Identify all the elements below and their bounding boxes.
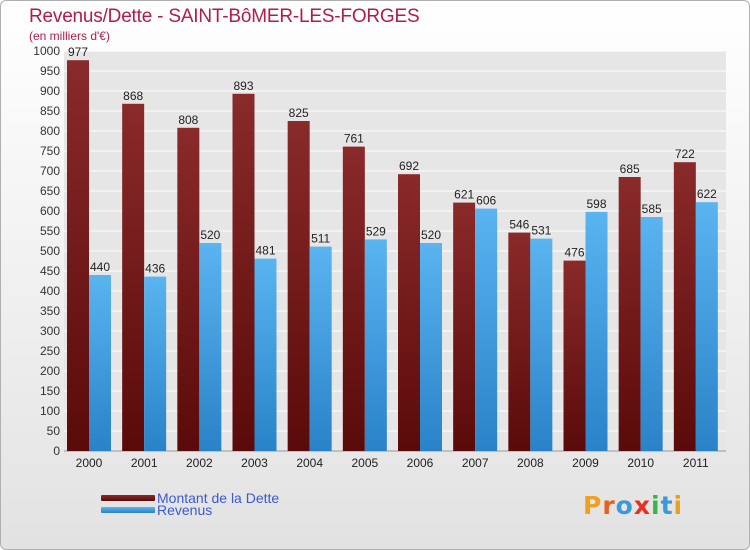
legend-label-revenus: Revenus	[157, 502, 213, 518]
y-tick-label: 950	[40, 64, 60, 78]
bar-value-label: 606	[476, 194, 496, 208]
bar-value-label: 520	[421, 228, 441, 242]
y-tick-label: 250	[40, 344, 60, 358]
bar-value-label: 692	[399, 159, 419, 173]
bar-dette	[673, 162, 696, 451]
bar-revenus	[89, 275, 111, 451]
x-tick-label: 2005	[351, 456, 378, 470]
bar-value-label: 529	[366, 224, 386, 238]
bar-revenus	[199, 243, 222, 451]
bar-dette	[67, 60, 89, 451]
x-tick-label: 2007	[462, 456, 489, 470]
bar-value-label: 585	[642, 202, 662, 216]
y-tick-label: 200	[40, 364, 60, 378]
bar-dette	[563, 260, 586, 451]
bar-revenus	[254, 258, 277, 451]
proxiti-logo: Proxiti	[583, 491, 683, 520]
logo-letter: r	[602, 491, 616, 520]
bar-revenus	[364, 239, 387, 451]
bar-value-label: 722	[675, 147, 695, 161]
bar-value-label: 511	[311, 232, 330, 246]
y-tick-label: 1000	[33, 44, 60, 58]
y-tick-label: 350	[40, 304, 60, 318]
x-tick-label: 2003	[241, 456, 268, 470]
y-tick-label: 600	[40, 204, 60, 218]
bar-dette	[453, 202, 476, 451]
bar-revenus	[144, 276, 167, 451]
bar-revenus	[475, 208, 498, 451]
x-tick-label: 2009	[572, 456, 599, 470]
bar-value-label: 868	[123, 89, 143, 103]
bar-revenus	[420, 243, 442, 451]
bar-value-label: 436	[145, 262, 165, 276]
x-tick-label: 2000	[76, 456, 103, 470]
bar-revenus	[530, 238, 553, 451]
bar-value-label: 808	[178, 113, 198, 127]
bar-value-label: 546	[509, 218, 529, 232]
chart-subtitle: (en milliers d'€)	[29, 29, 110, 43]
bar-value-label: 476	[564, 246, 584, 260]
y-tick-label: 100	[40, 404, 60, 418]
x-tick-label: 2006	[407, 456, 434, 470]
y-tick-label: 450	[40, 264, 60, 278]
bar-dette	[398, 174, 420, 451]
legend-item-dette: Montant de la Dette	[101, 490, 279, 506]
bar-value-label: 893	[233, 79, 253, 93]
bar-value-label: 977	[68, 45, 88, 59]
bar-dette	[122, 103, 145, 452]
bar-value-label: 825	[289, 106, 309, 120]
bar-dette	[618, 177, 641, 451]
y-tick-label: 700	[40, 164, 60, 178]
bar-dette	[342, 146, 365, 451]
x-tick-label: 2002	[186, 456, 213, 470]
legend-swatch-dette	[101, 495, 155, 501]
bar-value-label: 598	[586, 197, 606, 211]
bar-value-label: 621	[454, 188, 474, 202]
logo-letter: t	[660, 491, 674, 520]
bar-revenus	[309, 246, 332, 451]
logo-letter: i	[651, 491, 661, 520]
y-tick-label: 150	[40, 384, 60, 398]
chart-title: Revenus/Dette - SAINT-BôMER-LES-FORGES	[29, 6, 420, 27]
x-tick-label: 2004	[296, 456, 323, 470]
bar-dette	[287, 121, 310, 451]
logo-letter: P	[583, 491, 603, 520]
bar-value-label: 481	[255, 244, 275, 258]
x-tick-label: 2010	[627, 456, 654, 470]
y-tick-label: 750	[40, 144, 60, 158]
bar-value-label: 531	[531, 224, 551, 238]
bar-value-label: 440	[90, 260, 110, 274]
y-tick-label: 900	[40, 84, 60, 98]
legend-item-revenus: Revenus	[101, 502, 212, 518]
bar-value-label: 622	[697, 187, 717, 201]
bar-dette	[232, 93, 255, 452]
legend-swatch-revenus	[101, 507, 155, 513]
y-tick-label: 500	[40, 244, 60, 258]
bar-value-label: 761	[344, 132, 364, 146]
bar-value-label: 520	[200, 228, 220, 242]
y-tick-label: 650	[40, 184, 60, 198]
y-tick-label: 0	[53, 444, 60, 458]
y-tick-label: 800	[40, 124, 60, 138]
logo-letter: x	[633, 491, 651, 520]
bar-revenus	[585, 211, 608, 451]
bar-dette	[177, 127, 200, 452]
x-tick-label: 2008	[517, 456, 544, 470]
bar-value-label: 685	[620, 162, 640, 176]
bar-revenus	[695, 202, 718, 451]
logo-letter: i	[673, 491, 684, 520]
logo-letter: o	[615, 491, 634, 520]
x-tick-label: 2011	[683, 456, 709, 470]
x-tick-label: 2001	[131, 456, 158, 470]
y-tick-label: 550	[40, 224, 60, 238]
y-tick-label: 50	[47, 424, 61, 438]
y-tick-label: 400	[40, 284, 60, 298]
legend-label-dette: Montant de la Dette	[157, 490, 280, 506]
bar-revenus	[640, 217, 663, 451]
y-tick-label: 850	[40, 104, 60, 118]
bar-dette	[508, 232, 531, 451]
y-tick-label: 300	[40, 324, 60, 338]
